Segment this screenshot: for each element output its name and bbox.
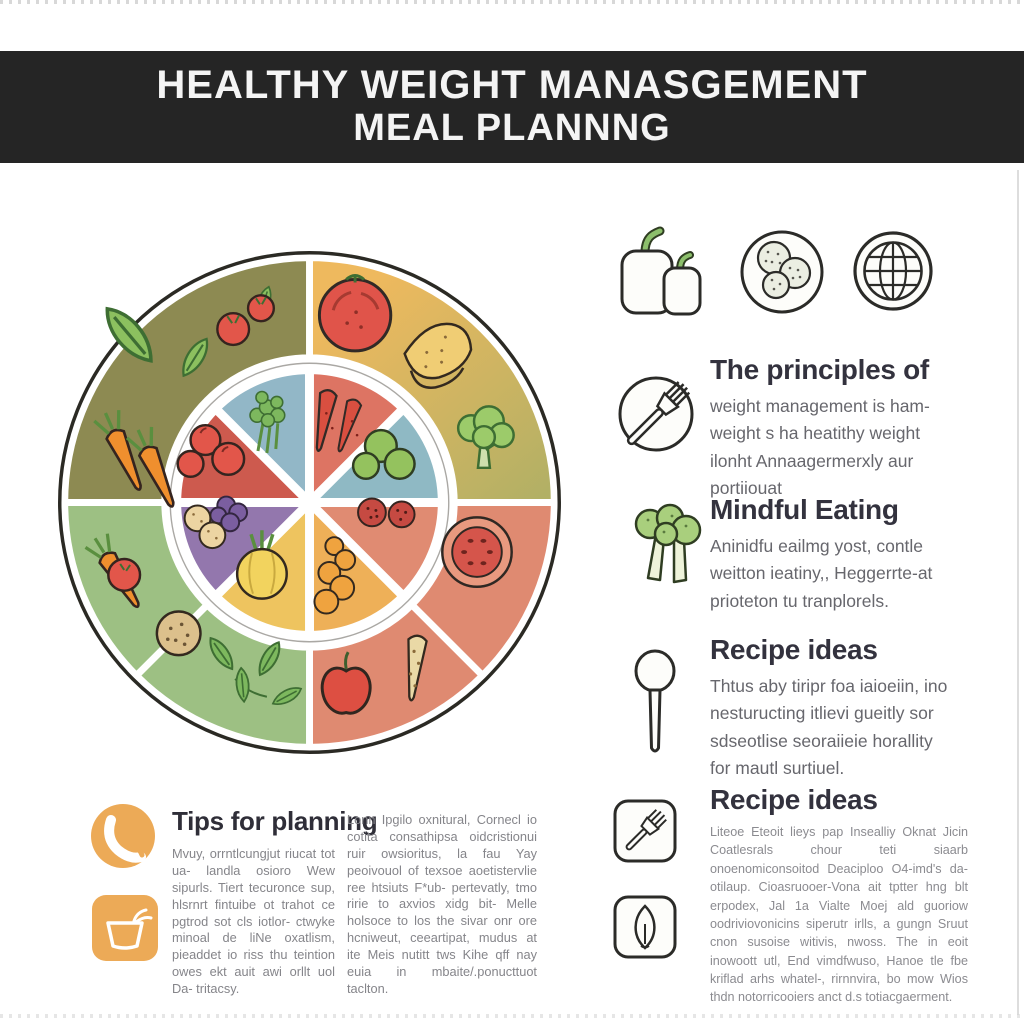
section-mindful-eating: Mindful Eating Aninidfu eailmg yost, con…: [710, 494, 1010, 615]
tomato-icon: [317, 274, 393, 353]
section-principles: The principles of weight management is h…: [710, 354, 1010, 502]
page-edge-line: [1017, 170, 1019, 1015]
section-heading: The principles of: [710, 354, 929, 385]
broccoli-icon: [634, 503, 702, 584]
leaf-square-icon: [613, 895, 677, 959]
parsley-icon: [249, 390, 286, 454]
phone-circle-icon: [91, 804, 155, 868]
tips-column-2: Lonn Ipgilo oxnitural, Cornecl io cotita…: [347, 812, 537, 996]
wheel-outer-outline: [58, 251, 561, 754]
section-heading: Recipe ideas: [710, 634, 878, 665]
noise-strip-bottom: [0, 1014, 1024, 1018]
potato-icon: [403, 322, 473, 389]
basket-square-icon: [92, 895, 158, 961]
section-recipe-ideas-2: Recipe ideas Liteoe Eteoit lieys pap Ins…: [710, 784, 1010, 1007]
carrot-and-tomato-icon: [82, 529, 151, 616]
spoon-icon: [634, 649, 676, 753]
tips-heading: Tips for planning: [172, 806, 378, 836]
peppers-icon: [620, 226, 702, 316]
cherry-tomatoes-icon: [216, 294, 276, 347]
cookie-plate-icon: [740, 230, 824, 314]
plate-fork-icon: [618, 376, 694, 452]
grapes-and-cookies-icon: [183, 495, 249, 550]
title-line-2: MEAL PLANNNG: [353, 107, 671, 150]
meal-wheel-diagram: [58, 251, 561, 754]
tomato-slice-plate-icon: [441, 516, 513, 588]
tips-column-1: Mvuy, orrntlcungjut riucat tot ua- landl…: [172, 846, 335, 997]
section-body: Thtus aby tiripr foa iaioeiin, ino nestu…: [710, 676, 948, 778]
section-recipe-ideas-1: Recipe ideas Thtus aby tiripr foa iaioei…: [710, 634, 1010, 782]
kale-icon: [456, 405, 515, 470]
chickpeas-icon: [313, 536, 357, 615]
section-heading: Mindful Eating: [710, 494, 899, 525]
title-line-1: HEALTHY WEIGHT MANASGEMENT: [156, 63, 868, 107]
onion-icon: [235, 530, 288, 600]
noise-strip-top: [0, 0, 1024, 4]
globe-icon: [853, 231, 933, 311]
green-peas-icon: [351, 428, 416, 480]
apple-icon: [320, 651, 372, 715]
title-banner: HEALTHY WEIGHT MANASGEMENT MEAL PLANNNG: [0, 51, 1024, 163]
section-body: Aninidfu eailmg yost, contle weitton iea…: [710, 536, 933, 611]
section-body: Liteoe Eteoit lieys pap Insealliy Oknat …: [710, 825, 968, 1005]
section-heading: Recipe ideas: [710, 784, 878, 815]
spinach-leaves-icon: [204, 633, 305, 710]
tomato-slices-icon: [357, 497, 416, 529]
wheel-inner-wedge-blue: [211, 365, 314, 507]
red-tomatoes-icon: [176, 423, 246, 478]
red-carrots-icon: [315, 389, 363, 453]
section-body: weight management is ham- weight s ha he…: [710, 396, 930, 498]
parsnip-icon: [407, 634, 428, 702]
fork-square-icon: [613, 799, 677, 863]
cookie-icon: [155, 610, 202, 657]
